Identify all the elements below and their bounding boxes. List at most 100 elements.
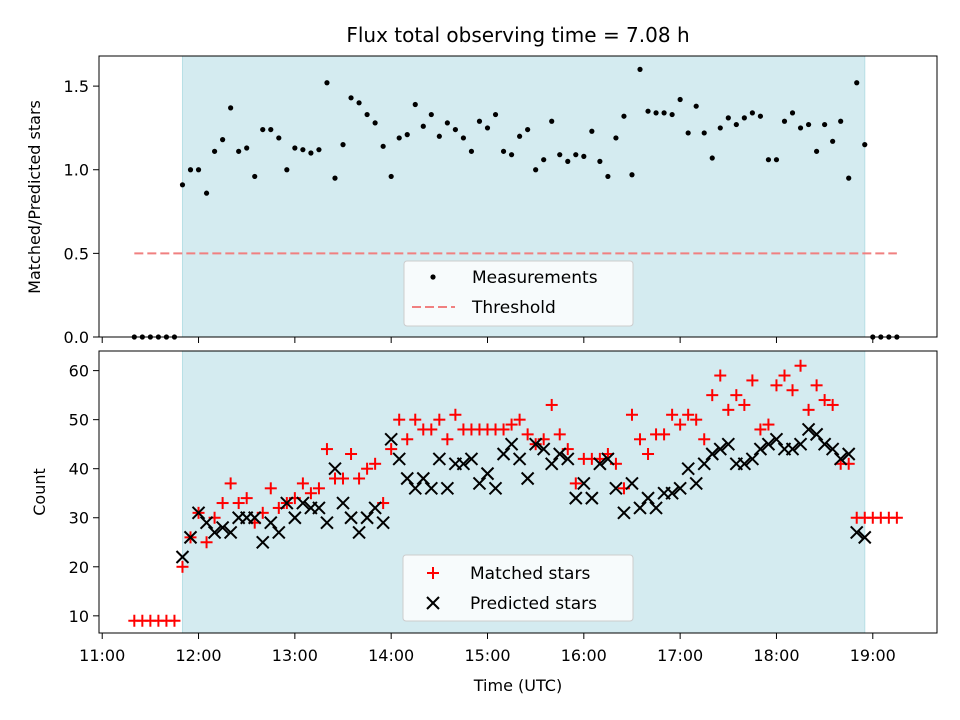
measurement-point — [484, 125, 491, 131]
measurement-point — [725, 115, 731, 121]
matched-star-point — [674, 418, 687, 431]
measurement-point — [428, 111, 434, 118]
predicted-star-point — [593, 457, 607, 471]
predicted-star-point — [416, 471, 430, 486]
predicted-star-point — [223, 525, 238, 540]
predicted-star-point — [400, 471, 414, 486]
predicted-stars-points — [175, 422, 872, 564]
x-tick-label: 15:00 — [464, 646, 510, 665]
matched-star-point — [176, 560, 189, 573]
matched-star-point — [232, 497, 245, 510]
predicted-star-point — [761, 437, 776, 451]
measurement-point — [629, 172, 635, 178]
measurement-point — [709, 155, 715, 161]
measurement-point — [581, 153, 587, 159]
measurement-point — [284, 167, 290, 173]
predicted-star-point — [569, 491, 583, 505]
measurement-point — [356, 100, 362, 106]
predicted-star-point — [769, 432, 784, 446]
predicted-star-point — [536, 442, 551, 456]
predicted-star-point — [191, 506, 206, 520]
measurement-point — [637, 66, 643, 72]
matched-star-point — [304, 487, 317, 500]
predicted-star-point — [553, 447, 567, 461]
y-tick-label: 50 — [69, 411, 89, 430]
measurement-point — [388, 173, 394, 180]
measurement-point — [813, 148, 820, 154]
matched-star-point — [553, 428, 566, 441]
measurement-point — [195, 167, 202, 173]
measurement-point — [854, 80, 860, 86]
predicted-star-point — [392, 452, 406, 466]
predicted-star-point — [833, 452, 848, 466]
bottom-legend-box — [402, 554, 634, 622]
measurement-point — [605, 173, 611, 180]
matched-star-point — [666, 408, 679, 421]
matched-star-point — [433, 413, 446, 426]
matched-star-point — [296, 477, 309, 490]
predicted-star-point — [328, 461, 342, 476]
predicted-star-point — [561, 452, 575, 466]
predicted-star-point — [256, 535, 270, 549]
measurement-point — [781, 118, 788, 124]
matched-star-point — [826, 398, 839, 411]
bottom-x-axis: 11:00 12:00 13:00 14:00 15:00 16:00 17:00 18:00… — [79, 633, 896, 665]
measurement-point — [187, 167, 194, 173]
matched-star-point — [168, 614, 181, 627]
matched-star-point — [698, 433, 711, 446]
measurement-point — [364, 111, 370, 118]
predicted-star-point — [312, 501, 326, 515]
measurement-point — [805, 121, 812, 128]
matched-star-point — [385, 443, 398, 456]
measurement-point — [500, 148, 507, 154]
matched-star-point — [794, 359, 807, 372]
measurement-point — [749, 110, 755, 116]
measurement-point — [372, 120, 378, 126]
matched-star-point — [521, 428, 534, 441]
predicted-star-point — [577, 476, 591, 491]
matched-star-point — [682, 408, 695, 421]
matched-star-point — [810, 379, 823, 392]
measurement-point — [669, 111, 675, 118]
measurement-point — [404, 132, 410, 138]
measurement-point — [508, 152, 515, 158]
measurement-point — [260, 126, 266, 133]
measurement-point — [220, 137, 226, 143]
measurement-point — [436, 133, 442, 139]
top-legend: Measurements Threshold — [403, 260, 634, 327]
measurement-point — [268, 126, 274, 133]
predicted-star-point — [352, 525, 366, 540]
measurement-point — [541, 157, 547, 163]
measurement-point — [236, 148, 242, 154]
measurement-point — [332, 175, 338, 181]
measurement-point — [276, 135, 282, 141]
matched-star-point — [441, 433, 454, 446]
matched-star-point — [625, 408, 638, 421]
predicted-star-point — [633, 501, 647, 515]
predicted-star-point — [280, 496, 294, 510]
measurement-point — [573, 152, 579, 158]
matched-star-point — [722, 403, 735, 416]
predicted-star-point — [809, 427, 824, 442]
predicted-star-point — [288, 511, 302, 525]
predicted-star-point — [601, 452, 615, 466]
y-tick-label: 20 — [69, 558, 89, 577]
y-tick-label: 60 — [69, 362, 89, 381]
measurement-point — [685, 130, 691, 136]
x-tick-label: 13:00 — [272, 646, 318, 665]
measurement-point — [252, 173, 258, 180]
measurement-point — [789, 110, 796, 116]
legend-predicted-label: Predicted stars — [470, 594, 597, 614]
measurement-point — [653, 110, 659, 116]
predicted-star-point — [705, 447, 719, 461]
matched-star-point — [240, 492, 253, 505]
top-chart-title: Flux total observing time = 7.08 h — [346, 23, 689, 47]
predicted-star-point — [841, 447, 856, 461]
matched-star-point — [345, 447, 358, 460]
measurement-point — [308, 150, 314, 156]
measurement-point — [621, 113, 627, 119]
matched-star-point — [762, 418, 775, 431]
legend-matched-label: Matched stars — [470, 564, 590, 584]
predicted-star-point — [545, 457, 559, 471]
x-tick-label: 14:00 — [368, 646, 414, 665]
